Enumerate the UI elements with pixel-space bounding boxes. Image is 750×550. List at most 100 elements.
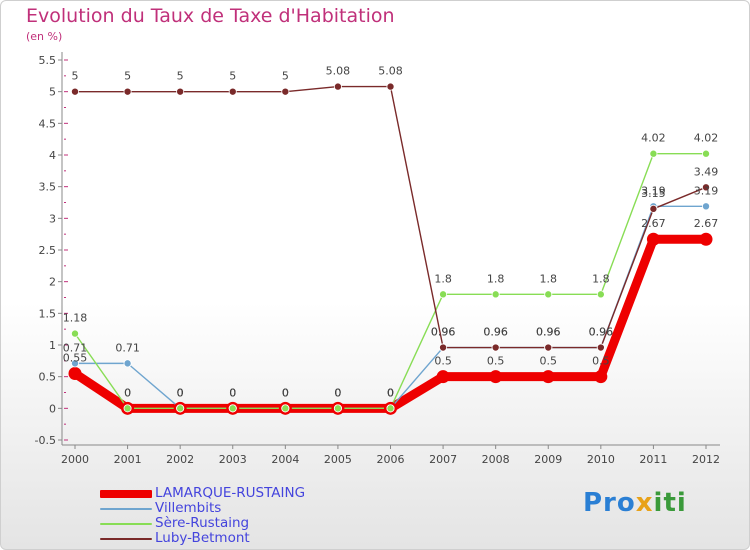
- legend-swatch: [100, 523, 152, 525]
- data-label: 3.19: [694, 184, 719, 197]
- chart-subtitle: (en %): [26, 30, 63, 43]
- data-label: 0: [229, 386, 236, 399]
- data-label: 0: [334, 386, 341, 399]
- y-tick-label: 0: [49, 402, 56, 415]
- series-line-1: [74, 205, 707, 410]
- x-tick-label: 2005: [324, 453, 352, 466]
- y-tick-label: 5.5: [39, 54, 57, 67]
- data-point: [439, 290, 448, 299]
- y-tick-label: 4: [49, 149, 56, 162]
- data-label: 0.96: [483, 326, 508, 339]
- y-tick-label: -0.5: [35, 434, 56, 447]
- data-point: [176, 87, 185, 96]
- data-label: 0.71: [115, 341, 140, 354]
- data-point: [436, 370, 450, 384]
- data-point: [594, 370, 608, 384]
- data-label: 0: [229, 386, 236, 399]
- x-tick-label: 2002: [166, 453, 194, 466]
- data-label: 2.67: [641, 217, 666, 230]
- x-tick-label: 2000: [61, 453, 89, 466]
- data-point: [649, 204, 658, 213]
- data-point: [646, 232, 660, 246]
- y-tick-label: 4.5: [39, 117, 57, 130]
- data-label: 0.5: [434, 355, 452, 368]
- data-point: [176, 404, 185, 413]
- data-point: [333, 82, 342, 91]
- x-tick-label: 2004: [271, 453, 299, 466]
- data-point: [386, 404, 395, 413]
- data-point: [71, 87, 80, 96]
- x-tick-label: 2003: [219, 453, 247, 466]
- data-point: [544, 343, 553, 352]
- data-label: 0: [282, 386, 289, 399]
- legend-label: Villembits: [155, 500, 222, 516]
- data-label: 5: [72, 70, 79, 83]
- data-point: [71, 359, 80, 368]
- y-tick-label: 2.5: [39, 244, 57, 257]
- legend-swatch: [100, 508, 152, 510]
- proxiti-logo: Proxiti: [583, 488, 687, 518]
- data-label: 0.5: [487, 355, 505, 368]
- data-label: 5.08: [326, 65, 351, 78]
- data-label: 0.96: [536, 326, 561, 339]
- data-label: 0.5: [592, 355, 610, 368]
- data-label: 0: [177, 386, 184, 399]
- legend-label: Sère-Rustaing: [155, 515, 250, 531]
- data-point: [71, 329, 80, 338]
- data-label: 1.8: [592, 272, 610, 285]
- x-tick-label: 2010: [587, 453, 615, 466]
- data-label: 0: [124, 386, 131, 399]
- data-label: 5.08: [378, 65, 403, 78]
- y-tick-label: 0.5: [39, 371, 57, 384]
- data-label: 0: [334, 386, 341, 399]
- data-point: [541, 370, 555, 384]
- data-label: 0.55: [63, 352, 88, 365]
- data-point: [123, 87, 132, 96]
- data-label: 3.19: [641, 184, 666, 197]
- data-point: [123, 404, 132, 413]
- data-label: 0: [177, 386, 184, 399]
- y-tick-label: 1.5: [39, 307, 57, 320]
- data-point: [386, 82, 395, 91]
- data-label: 0: [282, 386, 289, 399]
- data-label: 0: [124, 386, 131, 399]
- data-point: [702, 202, 711, 211]
- data-point: [228, 404, 237, 413]
- data-label: 0.96: [589, 326, 614, 339]
- data-label: 0.71: [63, 341, 88, 354]
- data-label: 3.49: [694, 165, 719, 178]
- data-point: [596, 290, 605, 299]
- data-point: [281, 404, 290, 413]
- data-point: [333, 404, 342, 413]
- data-point: [596, 343, 605, 352]
- data-label: 4.02: [694, 132, 719, 145]
- data-label: 0: [387, 386, 394, 399]
- data-point: [489, 370, 503, 384]
- data-label: 4.02: [641, 132, 666, 145]
- legend-swatch: [100, 490, 152, 498]
- series-line-3: [74, 85, 707, 349]
- data-label: 1.8: [487, 272, 505, 285]
- y-tick-label: 2: [49, 276, 56, 289]
- data-label: 0.5: [540, 355, 558, 368]
- chart-title: Evolution du Taux de Taxe d'Habitation: [26, 5, 395, 27]
- data-label: 0: [387, 386, 394, 399]
- y-tick-label: 3: [49, 212, 56, 225]
- data-label: 0.96: [431, 326, 456, 339]
- data-point: [439, 343, 448, 352]
- data-label: 5: [124, 70, 131, 83]
- x-tick-label: 2011: [639, 453, 667, 466]
- data-label: 0.96: [483, 326, 508, 339]
- data-label: 0.96: [431, 326, 456, 339]
- data-label: 1.8: [434, 272, 452, 285]
- x-tick-label: 2012: [692, 453, 720, 466]
- data-label: 5: [229, 70, 236, 83]
- data-point: [228, 87, 237, 96]
- y-tick-label: 5: [49, 86, 56, 99]
- data-point: [544, 290, 553, 299]
- data-point: [649, 149, 658, 158]
- data-label: 5: [282, 70, 289, 83]
- y-tick-label: 3.5: [39, 181, 57, 194]
- data-label: 0.96: [589, 326, 614, 339]
